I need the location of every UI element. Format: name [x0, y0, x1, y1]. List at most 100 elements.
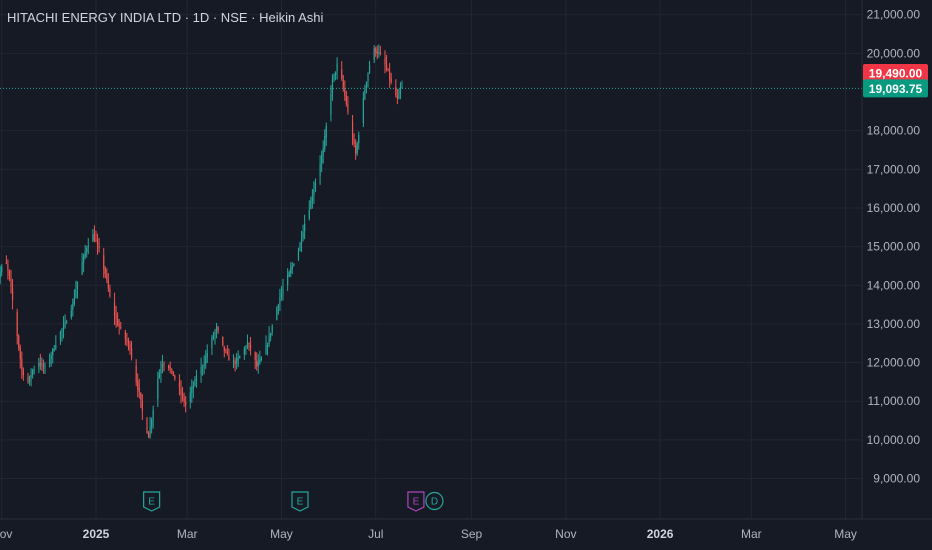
- candle-body: [270, 333, 272, 337]
- candle-body: [84, 251, 86, 257]
- candle-body: [53, 349, 55, 351]
- y-tick-label: 15,000.00: [867, 240, 921, 254]
- candle-body: [42, 364, 45, 367]
- candle-body: [62, 325, 65, 330]
- candle-body: [117, 318, 119, 326]
- candle-body: [282, 288, 284, 293]
- candle-body: [191, 387, 193, 394]
- candle-body: [87, 245, 89, 248]
- candle-body: [257, 362, 259, 367]
- candle-body: [118, 324, 120, 327]
- candle-body: [384, 57, 386, 65]
- candle-body: [141, 401, 143, 412]
- candle-body: [72, 303, 74, 310]
- candle-body: [98, 245, 100, 249]
- candle-body: [39, 362, 41, 366]
- candle-body: [299, 243, 301, 251]
- candle-body: [376, 51, 378, 54]
- candle-body: [160, 368, 162, 374]
- candle-body: [83, 255, 85, 263]
- candle-body: [113, 302, 116, 316]
- candle-body: [115, 314, 117, 319]
- candle-body: [86, 247, 88, 252]
- earnings-marker: [291, 491, 309, 512]
- candle-body: [194, 379, 196, 386]
- candle-body: [147, 431, 150, 438]
- candle-body: [28, 376, 31, 382]
- candle-body: [342, 79, 344, 88]
- candle-body: [236, 358, 238, 364]
- time-axis[interactable]: Nov 2025 Mar May Jul Sep Nov 2026 Mar May: [0, 518, 932, 541]
- candle-body: [181, 393, 184, 396]
- candle-body: [11, 288, 14, 301]
- candle-body: [41, 363, 43, 365]
- price-badge-text: 19,490.00: [869, 67, 923, 81]
- candle-body: [248, 342, 250, 344]
- candle-body: [245, 347, 247, 349]
- candle-body: [178, 382, 181, 388]
- candle-body: [16, 312, 18, 337]
- event-label: D: [431, 497, 438, 508]
- earnings-marker: [143, 491, 161, 512]
- x-tick-label: 2026: [647, 527, 674, 541]
- dividend-marker: [425, 491, 444, 511]
- candle-body: [138, 388, 140, 392]
- candle-body: [192, 386, 194, 389]
- candle-body: [345, 95, 347, 105]
- candle-body: [277, 304, 279, 309]
- candle-body: [126, 338, 128, 342]
- candle-body: [266, 345, 269, 347]
- chart-title: HITACHI ENERGY INDIA LTD · 1D · NSE · He…: [7, 10, 324, 25]
- candle-body: [314, 183, 317, 190]
- candles: [0, 44, 862, 439]
- candle-body: [265, 345, 267, 355]
- candle-body: [66, 322, 68, 324]
- candle-body: [130, 348, 133, 358]
- candle-body: [331, 78, 334, 93]
- candle-body: [21, 358, 23, 371]
- candle-body: [385, 64, 388, 69]
- candle-body: [390, 78, 392, 82]
- candle-body: [195, 378, 198, 381]
- candle-body: [174, 375, 176, 379]
- candle-body: [107, 280, 109, 289]
- price-badge: [863, 79, 928, 98]
- candle-body: [76, 281, 79, 290]
- candle-body: [300, 239, 303, 244]
- candle-body: [324, 136, 326, 150]
- candle-body: [396, 95, 398, 99]
- candle-body: [362, 97, 364, 124]
- candle-body: [365, 82, 368, 89]
- candle-body: [234, 360, 236, 365]
- candle-body: [135, 365, 137, 382]
- candle-body: [49, 359, 51, 364]
- candle-body: [280, 292, 283, 297]
- candle-body: [321, 155, 323, 164]
- candle-body: [222, 336, 224, 346]
- price-axis[interactable]: 21,000.00 20,000.00 18,000.00 17,000.00 16,0…: [861, 0, 921, 519]
- candle-body: [146, 418, 148, 433]
- candle-body: [172, 371, 174, 376]
- candle-body: [379, 52, 381, 55]
- candle-body: [334, 71, 337, 75]
- y-tick-label: 11,000.00: [868, 394, 921, 408]
- candle-body: [169, 367, 171, 369]
- candle-body: [395, 86, 397, 96]
- earnings-marker: [407, 491, 425, 512]
- candle-body: [322, 148, 324, 157]
- y-tick-label: 10,000.00: [867, 433, 921, 447]
- x-tick-label: Nov: [0, 527, 12, 541]
- candle-body: [356, 143, 358, 154]
- x-tick-label: May: [834, 527, 857, 541]
- candle-body: [151, 419, 153, 427]
- candle-body: [302, 232, 304, 239]
- x-tick-label: Mar: [177, 527, 198, 541]
- candle-body: [358, 134, 360, 144]
- candle-body: [310, 200, 312, 210]
- chart-grid: [0, 0, 862, 519]
- candle-body: [259, 359, 261, 363]
- candle-body: [256, 360, 258, 367]
- candle-body: [237, 357, 239, 360]
